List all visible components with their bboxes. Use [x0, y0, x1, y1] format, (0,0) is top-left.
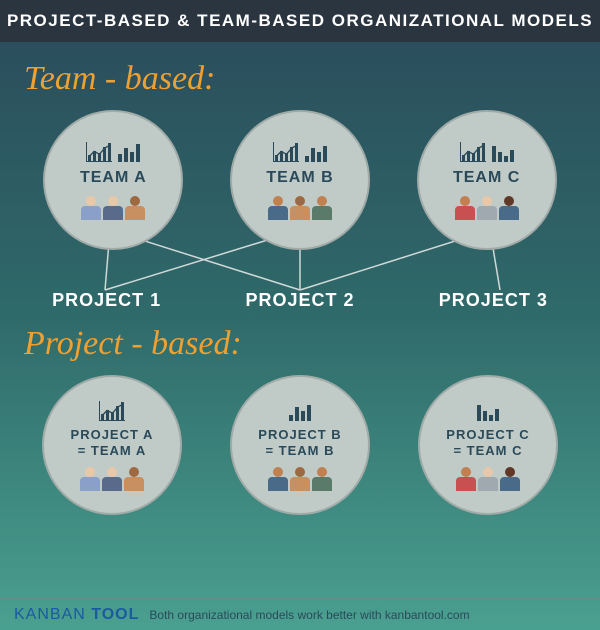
chart-icons [289, 399, 311, 421]
person-icon [312, 196, 332, 220]
person-icon [455, 196, 475, 220]
person-icon [456, 467, 476, 491]
person-icon [478, 467, 498, 491]
team-label: TEAM B [266, 168, 333, 187]
people-icons [80, 467, 144, 491]
people-icons [455, 196, 519, 220]
team-circle: TEAM C [417, 110, 557, 250]
person-icon [124, 467, 144, 491]
project-label: PROJECT 1 [52, 290, 161, 311]
brand-logo: KANBAN TOOL [14, 606, 139, 624]
person-icon [81, 196, 101, 220]
section-title-project: Project - based: [24, 325, 600, 363]
chart-icons [477, 399, 499, 421]
person-icon [268, 196, 288, 220]
footer-text: Both organizational models work better w… [149, 608, 469, 622]
people-icons [456, 467, 520, 491]
project-circle: PROJECT B= TEAM B [230, 375, 370, 515]
brand-bold: TOOL [91, 606, 139, 623]
person-icon [103, 196, 123, 220]
person-icon [80, 467, 100, 491]
team-label: TEAM A [80, 168, 147, 187]
header-band: PROJECT-BASED & TEAM-BASED ORGANIZATIONA… [0, 0, 600, 42]
line-chart-icon [273, 142, 299, 162]
project-circle-label: PROJECT A= TEAM A [71, 427, 154, 458]
chart-icons [99, 399, 125, 421]
project-label: PROJECT 3 [439, 290, 548, 311]
brand-thin: KANBAN [14, 606, 91, 623]
project-circle-label: PROJECT C= TEAM C [446, 427, 529, 458]
person-icon [500, 467, 520, 491]
projects-row: PROJECT 1 PROJECT 2 PROJECT 3 [0, 290, 600, 311]
project-circle: PROJECT A= TEAM A [42, 375, 182, 515]
project-circle: PROJECT C= TEAM C [418, 375, 558, 515]
person-icon [312, 467, 332, 491]
bar-chart-icon [305, 142, 327, 162]
person-icon [477, 196, 497, 220]
footer: KANBAN TOOL Both organizational models w… [0, 598, 600, 630]
project-label: PROJECT 2 [245, 290, 354, 311]
page-title: PROJECT-BASED & TEAM-BASED ORGANIZATIONA… [7, 11, 593, 31]
person-icon [268, 467, 288, 491]
people-icons [268, 467, 332, 491]
section-title-team: Team - based: [24, 60, 600, 98]
team-circles-row: TEAM A TEAM B TEAM C [0, 110, 600, 250]
team-label: TEAM C [453, 168, 520, 187]
person-icon [290, 467, 310, 491]
chart-icons [460, 140, 514, 162]
project-circle-label: PROJECT B= TEAM B [258, 427, 341, 458]
line-chart-icon [460, 142, 486, 162]
chart-icons [273, 140, 327, 162]
bar-chart-icon [492, 142, 514, 162]
bar-chart-icon [289, 401, 311, 421]
person-icon [125, 196, 145, 220]
bar-chart-icon [118, 142, 140, 162]
project-circles-row: PROJECT A= TEAM A PROJECT B= TEAM B PROJEC… [0, 375, 600, 515]
people-icons [81, 196, 145, 220]
person-icon [102, 467, 122, 491]
bar-chart-icon [477, 401, 499, 421]
line-chart-icon [86, 142, 112, 162]
people-icons [268, 196, 332, 220]
person-icon [290, 196, 310, 220]
person-icon [499, 196, 519, 220]
team-circle: TEAM A [43, 110, 183, 250]
chart-icons [86, 140, 140, 162]
team-circle: TEAM B [230, 110, 370, 250]
line-chart-icon [99, 401, 125, 421]
